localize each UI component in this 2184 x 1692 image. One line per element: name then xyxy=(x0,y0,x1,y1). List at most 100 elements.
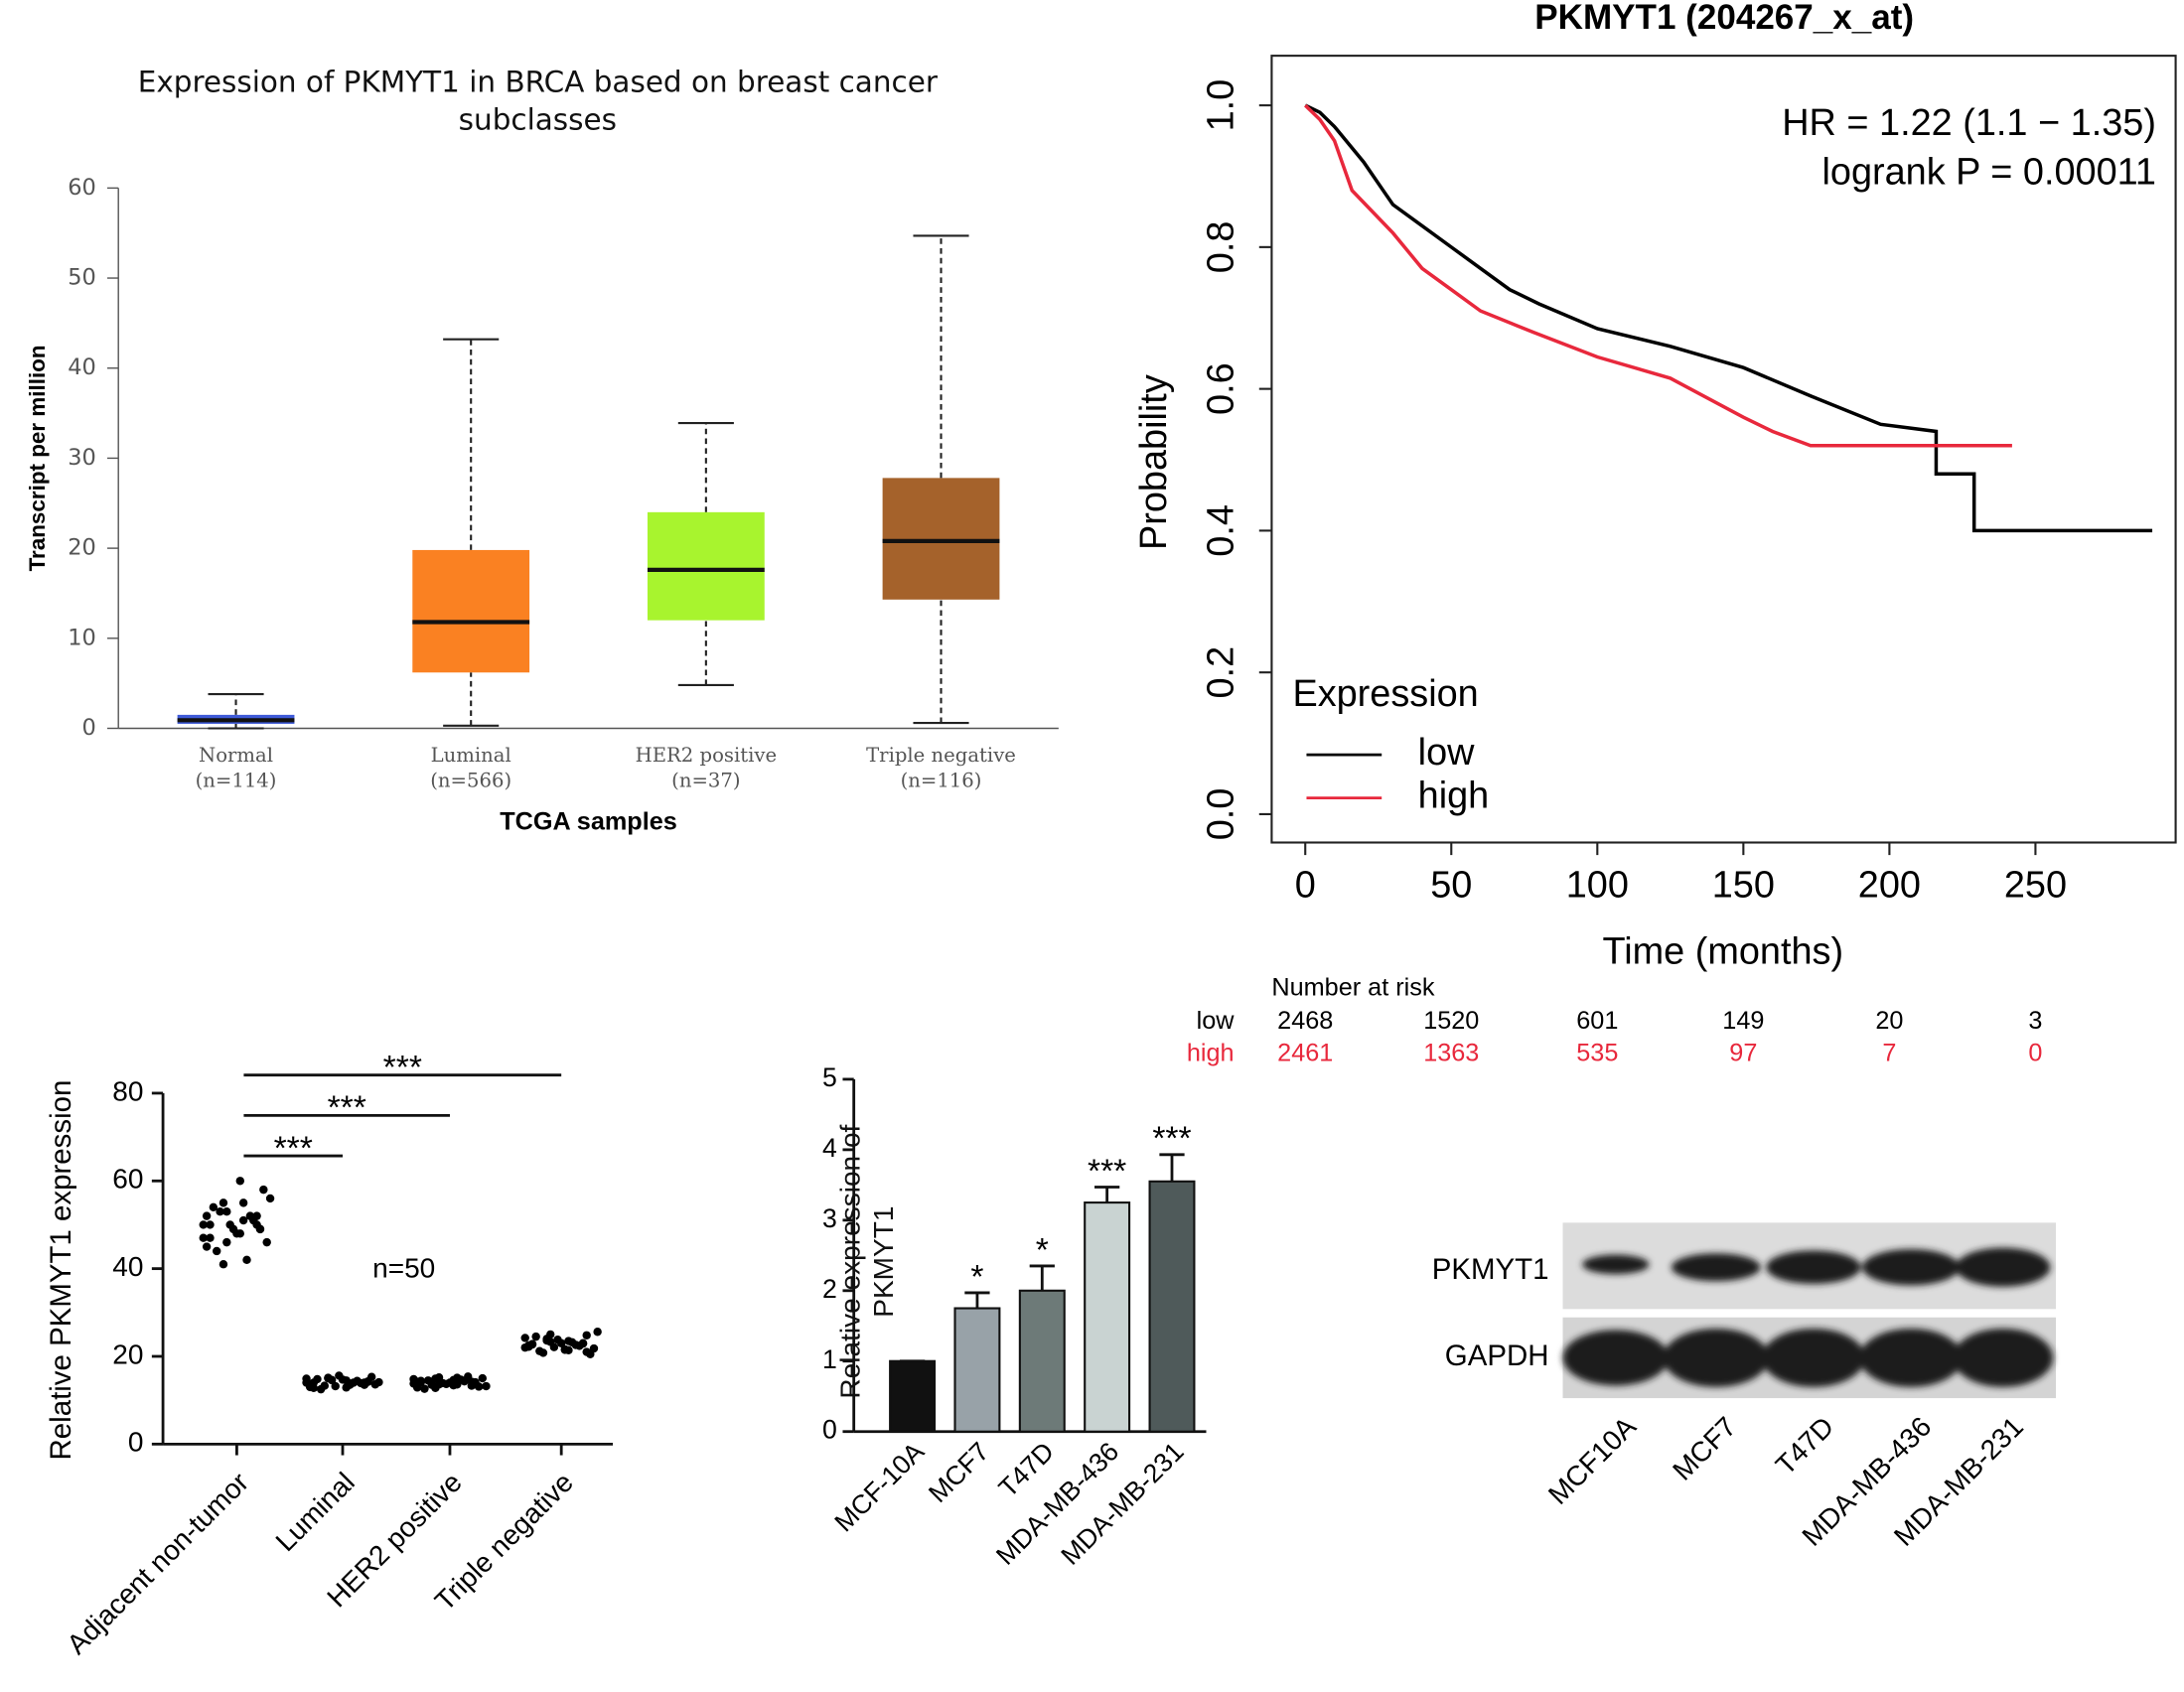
bar xyxy=(1148,1180,1196,1433)
point xyxy=(255,1224,265,1234)
y-tick-label: 0 xyxy=(128,1427,144,1458)
x-tick-label: Luminal xyxy=(431,744,511,767)
bar xyxy=(1084,1201,1131,1433)
y-tick-label: 0.2 xyxy=(1200,646,1241,699)
significance-label: *** xyxy=(328,1090,366,1127)
y-axis-label: Transcript per million xyxy=(25,345,50,571)
point xyxy=(338,1375,348,1384)
point xyxy=(464,1372,473,1381)
point xyxy=(482,1381,491,1391)
point xyxy=(478,1373,488,1383)
point xyxy=(327,1375,337,1385)
x-tick-label: MCF-10A xyxy=(828,1436,930,1537)
y-tick-label: 40 xyxy=(112,1251,143,1282)
y-tick-label: 0 xyxy=(82,715,96,741)
x-axis-label: TCGA samples xyxy=(500,808,677,836)
point xyxy=(546,1330,555,1340)
point xyxy=(206,1220,215,1229)
significance-label: *** xyxy=(1152,1121,1191,1158)
y-tick-label: 2 xyxy=(822,1274,837,1304)
point xyxy=(199,1220,208,1229)
point xyxy=(222,1237,231,1247)
annotation: HR = 1.22 (1.1 − 1.35) xyxy=(1782,102,2156,144)
x-tick-label: Triple negative xyxy=(866,744,1016,767)
sample-label: (n=114) xyxy=(196,769,277,791)
x-tick-label: Luminal xyxy=(270,1467,361,1557)
point xyxy=(527,1340,537,1349)
bands xyxy=(1562,1247,2054,1387)
band xyxy=(1862,1249,1961,1286)
x-tick-label: 100 xyxy=(1566,864,1629,906)
point xyxy=(242,1255,251,1265)
point xyxy=(546,1338,555,1346)
significance-label: *** xyxy=(383,1050,422,1086)
box xyxy=(412,549,530,673)
sample-label: (n=566) xyxy=(430,769,511,791)
blot-row-label: GAPDH xyxy=(1445,1340,1549,1372)
x-tick-label: 0 xyxy=(1295,864,1316,906)
y-tick-label: 5 xyxy=(822,1062,837,1092)
box xyxy=(882,478,1000,600)
blot-lane-label: MCF7 xyxy=(1667,1411,1742,1486)
y-tick-label: 1 xyxy=(822,1344,837,1374)
band xyxy=(1762,1328,1865,1387)
y-tick-label: 1.0 xyxy=(1200,79,1241,132)
point xyxy=(235,1177,244,1186)
risk-value: 3 xyxy=(2028,1007,2042,1035)
y-tick-label: 80 xyxy=(112,1075,143,1106)
box-title-box: Expression of PKMYT1 in BRCA based on br… xyxy=(137,65,938,137)
x-tick-label: 250 xyxy=(2004,864,2067,906)
legend-title: Expression xyxy=(1292,673,1478,715)
risk-value: 149 xyxy=(1722,1007,1764,1035)
x-tick-label: MCF7 xyxy=(923,1437,994,1508)
point xyxy=(471,1378,480,1388)
y-tick-label: 20 xyxy=(112,1339,143,1369)
point xyxy=(593,1328,602,1337)
point xyxy=(202,1211,212,1220)
point xyxy=(320,1381,329,1390)
point xyxy=(218,1260,228,1269)
band xyxy=(1562,1330,1670,1386)
significance-label: *** xyxy=(1088,1153,1126,1190)
sample-label: (n=37) xyxy=(671,769,740,791)
point xyxy=(259,1185,268,1195)
annotation: logrank P = 0.00011 xyxy=(1821,151,2155,193)
point xyxy=(199,1233,208,1242)
point xyxy=(262,1237,271,1247)
y-tick-label: 0.6 xyxy=(1200,362,1241,415)
point xyxy=(578,1339,588,1348)
point xyxy=(520,1334,529,1342)
band xyxy=(1582,1254,1650,1275)
blot-lane-label: MCF10A xyxy=(1542,1411,1642,1510)
band xyxy=(1953,1328,2054,1387)
risk-value: 2468 xyxy=(1277,1007,1333,1035)
x-axis-label: Time (months) xyxy=(1602,931,1843,973)
point xyxy=(222,1206,231,1216)
y-axis-label: Relative PKMYT1 expression xyxy=(45,1080,77,1461)
y-tick-label: 50 xyxy=(68,265,96,291)
risk-title: Number at risk xyxy=(1271,973,1434,1001)
risk-value: 2461 xyxy=(1277,1039,1333,1066)
band xyxy=(1956,1247,2051,1287)
blot-row-label: PKMYT1 xyxy=(1432,1253,1549,1286)
y-tick-label: 0 xyxy=(822,1415,837,1445)
point xyxy=(453,1373,462,1382)
significance-label: * xyxy=(970,1259,983,1296)
x-tick-label: Normal xyxy=(199,744,273,767)
y-tick-label: 20 xyxy=(68,535,96,561)
x-tick-label: 200 xyxy=(1858,864,1921,906)
y-tick-label: 4 xyxy=(822,1133,837,1163)
point xyxy=(364,1376,372,1386)
y-tick-label: 60 xyxy=(68,175,96,201)
point xyxy=(556,1339,566,1347)
risk-row-label: high xyxy=(1187,1039,1235,1066)
point xyxy=(538,1348,548,1357)
risk-value: 601 xyxy=(1576,1007,1618,1035)
point xyxy=(265,1194,275,1203)
y-tick-label: 60 xyxy=(112,1164,143,1195)
point xyxy=(531,1332,540,1341)
box xyxy=(647,511,765,621)
legend-label: low xyxy=(1418,732,1475,774)
y-axis-label: Probability xyxy=(1133,374,1175,550)
chart-title: Expression of PKMYT1 in BRCA based on br… xyxy=(137,65,938,137)
